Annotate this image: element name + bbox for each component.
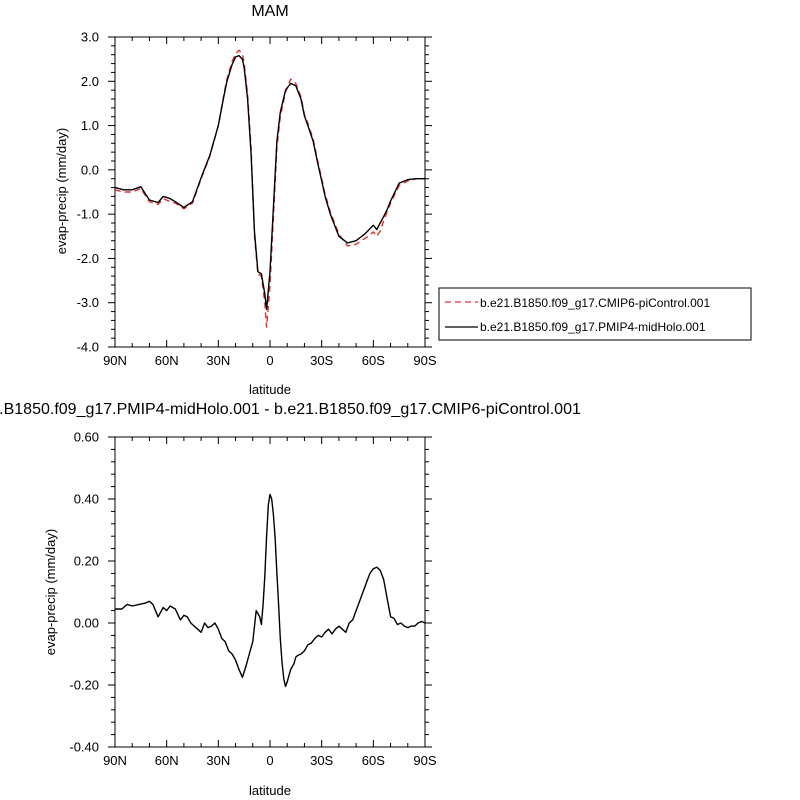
y-tick-label: -4.0 [77,340,99,355]
series-layer [114,49,425,328]
y-tick-label: -2.0 [77,251,99,266]
y-tick-label: -3.0 [77,295,99,310]
x-tick-label: 90N [103,753,127,768]
x-tick-label: 60S [362,353,385,368]
legend: b.e21.B1850.f09_g17.CMIP6-piControl.001 … [438,287,752,341]
x-tick-label: 0 [266,353,273,368]
y-tick-label: 0.20 [74,554,99,569]
series-line-midholo [114,54,425,311]
x-tick-label: 60S [362,753,385,768]
panel-top: MAM evap-precip (mm/day) latitude 90N 60N… [54,3,752,397]
x-tick-label: 30N [206,753,230,768]
series-layer [115,493,426,688]
chart-title: MAM [251,3,288,20]
x-tick-label: 30S [310,353,333,368]
x-tick-label: 0 [266,753,273,768]
series-line-picontrol [114,49,425,328]
y-axis-label: evap-precip (mm/day) [43,529,58,655]
y-tick-label: 0.40 [74,492,99,507]
y-tick-label: 0.0 [81,162,99,177]
y-tick-label: 1.0 [81,118,99,133]
legend-label-midholo: b.e21.B1850.f09_g17.PMIP4-midHolo.001 [480,320,706,334]
legend-box [438,287,752,341]
y-tick-label: -0.40 [69,740,99,755]
y-tick-label: 2.0 [81,74,99,89]
series-line-difference [115,493,426,688]
panel-bottom: b.e21.B1850.f09_g17.PMIP4-midHolo.001 - … [0,401,581,798]
plot-frame [114,436,426,748]
x-tick-label: 90S [413,753,436,768]
x-tick-label: 60N [155,753,179,768]
x-tick-label: 60N [155,353,179,368]
x-axis-label: latitude [249,783,291,798]
chart-title: b.e21.B1850.f09_g17.PMIP4-midHolo.001 - … [0,401,581,418]
y-tick-label: -1.0 [77,207,99,222]
y-tick-label: -0.20 [69,678,99,693]
axis-ticks: 90N 60N 30N 0 30S 60S 90S 0.60 0.40 0.20 0.00 -0.20… [69,430,437,769]
y-tick-label: 0.60 [74,430,99,445]
y-tick-label: 0.00 [74,616,99,631]
axis-ticks: 90N 60N 30N 0 30S 60S 90S 3.0 2.0 1.0 0.0 -1.0 -2.0 -… [77,30,437,369]
x-tick-label: 90N [103,353,127,368]
x-tick-label: 30S [310,753,333,768]
y-tick-label: 3.0 [81,30,99,45]
legend-label-picontrol: b.e21.B1850.f09_g17.CMIP6-piControl.001 [480,296,710,310]
plot-frame [114,36,426,348]
x-tick-label: 90S [413,353,436,368]
y-axis-label: evap-precip (mm/day) [54,128,69,254]
x-tick-label: 30N [206,353,230,368]
x-axis-label: latitude [249,382,291,397]
